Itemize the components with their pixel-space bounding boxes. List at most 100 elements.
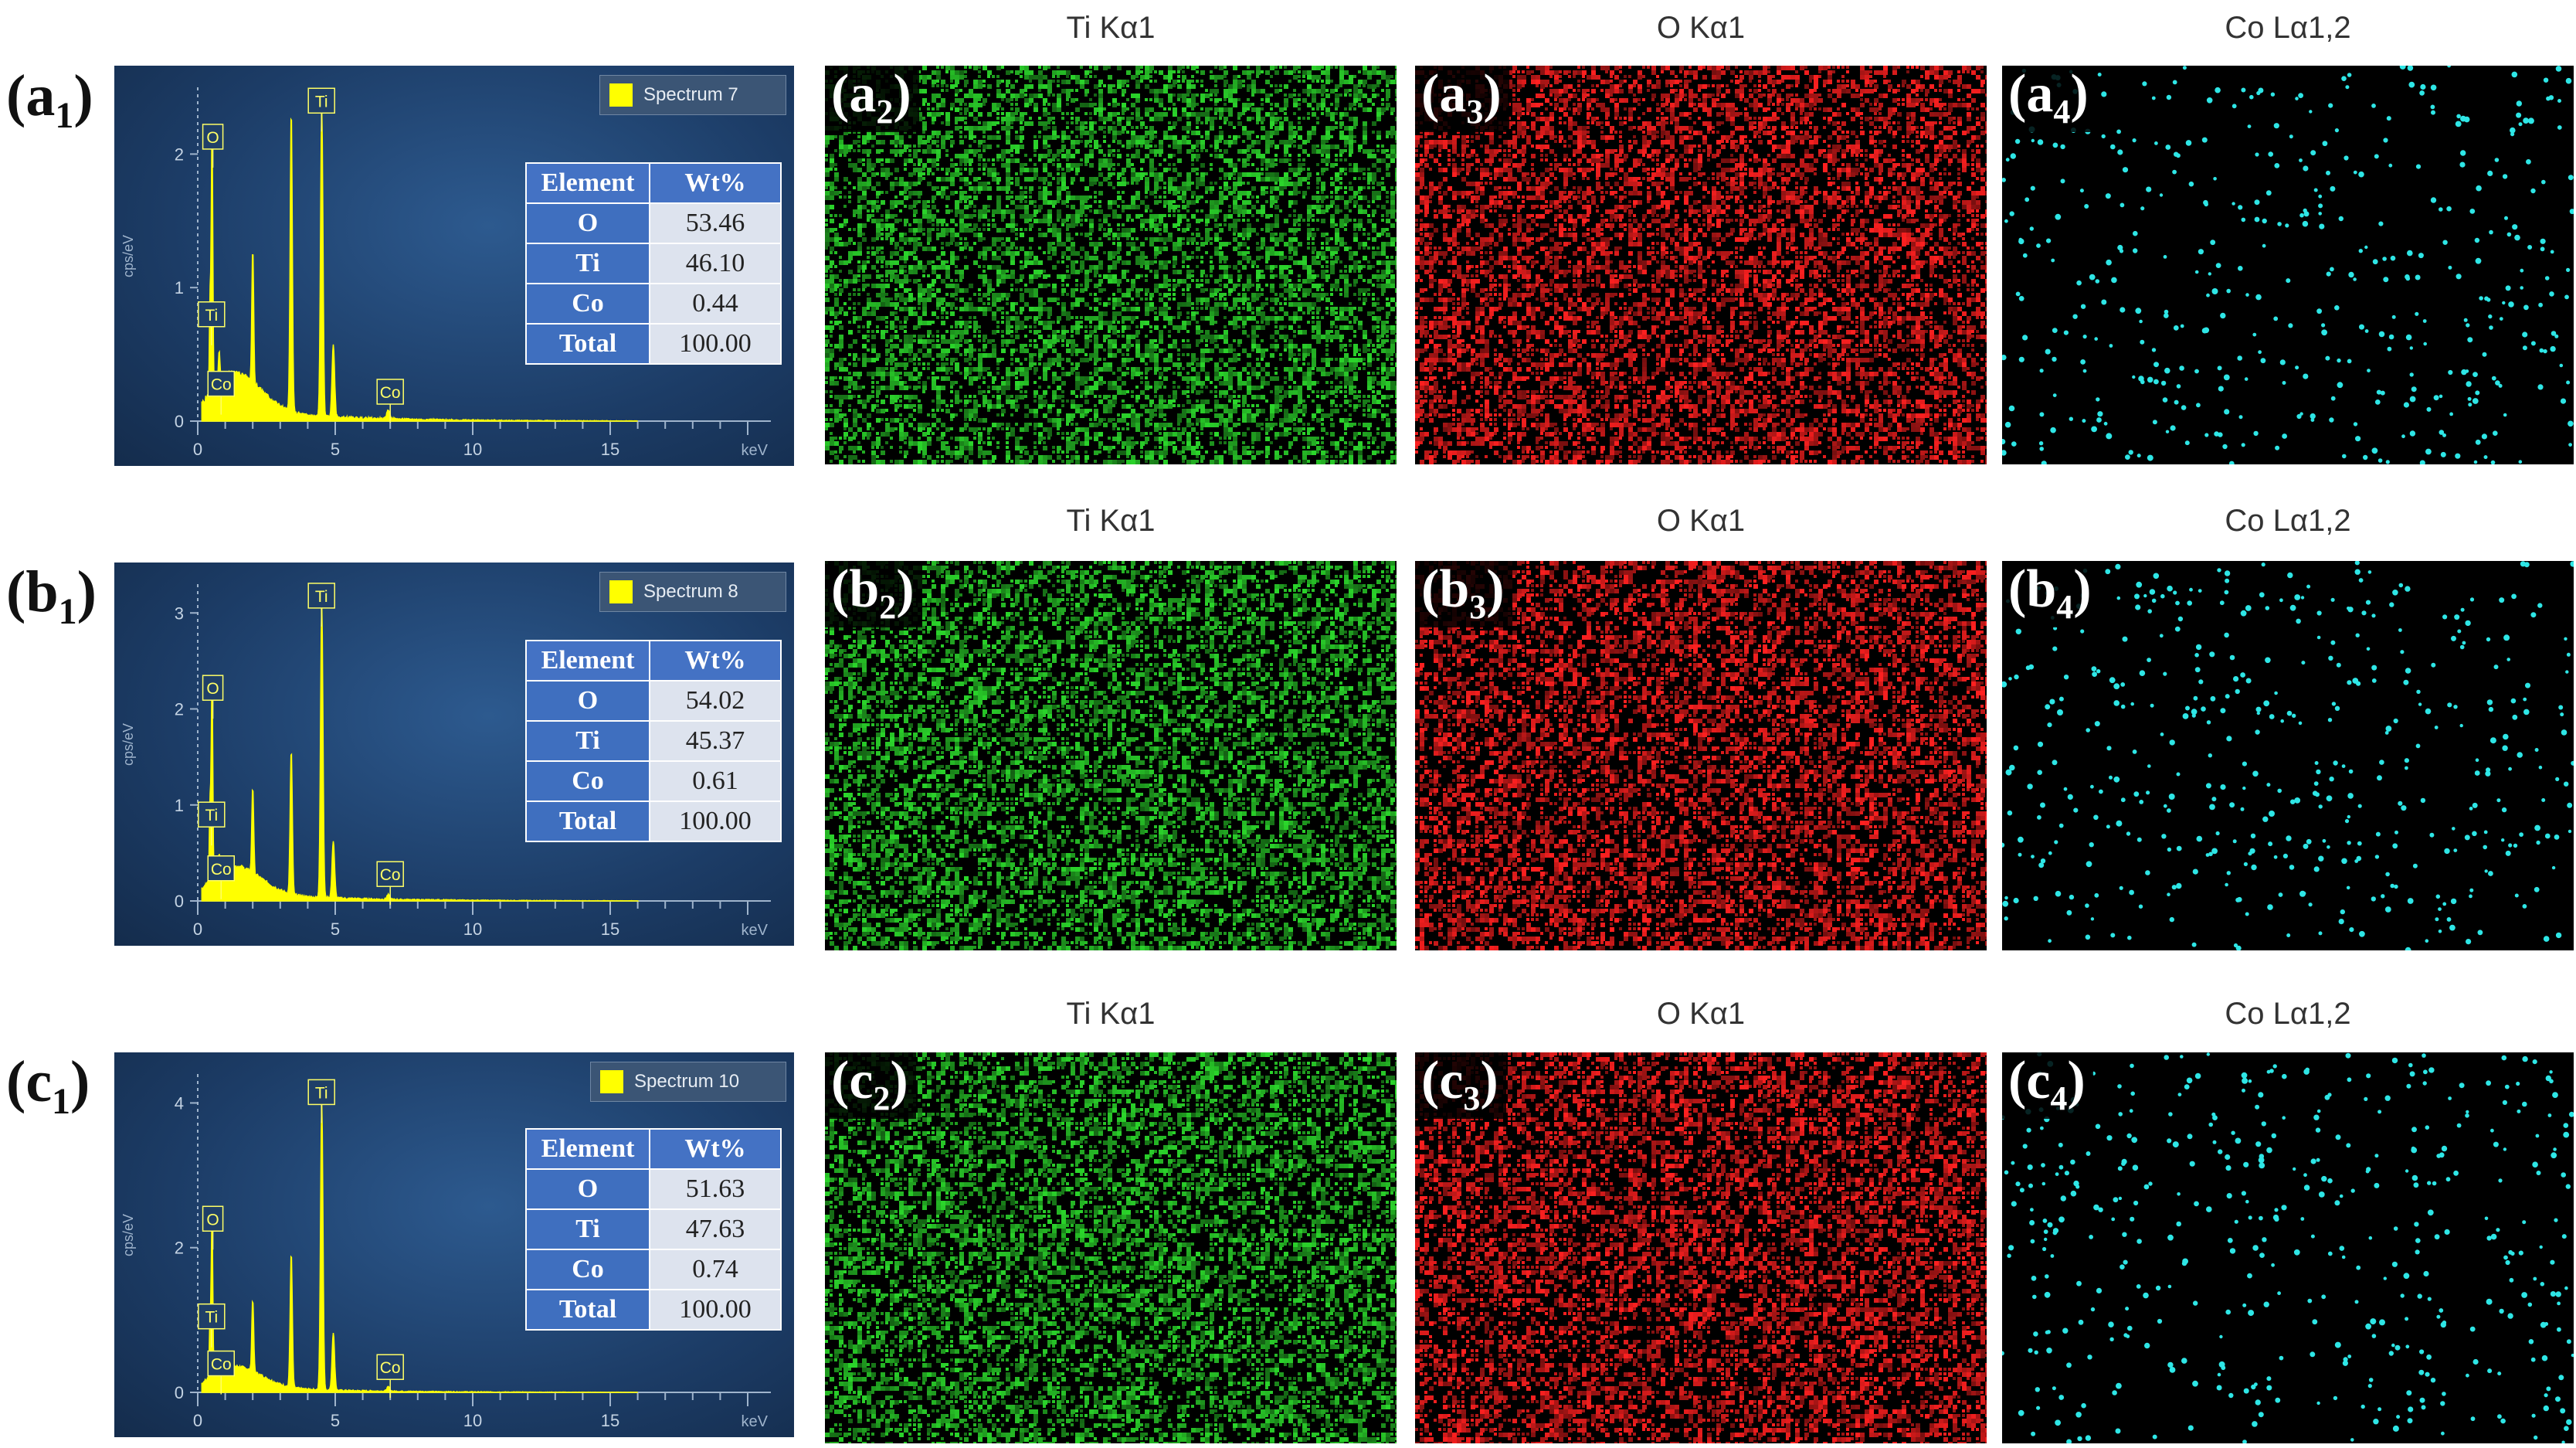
panel-label-a1: (a1)	[6, 66, 93, 134]
map-dot	[2496, 1228, 2500, 1232]
map-dot	[2180, 324, 2184, 328]
map-dot	[2451, 635, 2456, 641]
map-dot	[2270, 92, 2276, 97]
map-dot	[2347, 1355, 2352, 1358]
map-dot	[2455, 453, 2461, 459]
map-dot	[2501, 807, 2507, 813]
map-dot	[2120, 307, 2126, 313]
map-dot	[2439, 207, 2443, 212]
x-tick-label: 0	[193, 919, 202, 939]
table-header: Element	[525, 162, 650, 204]
map-dot	[2225, 1165, 2232, 1171]
map-dot	[2208, 753, 2212, 758]
map-dot	[2172, 169, 2177, 175]
map-dot	[2179, 365, 2184, 371]
map-dot	[2176, 772, 2181, 777]
map-dot	[2089, 1235, 2093, 1239]
map-dot	[2049, 699, 2055, 705]
map-dot	[2009, 764, 2015, 771]
map-dot	[2210, 695, 2216, 702]
peak-label: Ti	[307, 1079, 335, 1123]
map-dot	[2357, 841, 2362, 846]
map-dot	[2220, 708, 2226, 714]
map-dot	[2008, 405, 2015, 412]
map-dot	[2022, 253, 2028, 258]
map-dot	[2389, 602, 2394, 607]
map-dot	[2109, 1337, 2114, 1341]
map-dot	[2522, 345, 2527, 351]
map-dot	[2058, 1216, 2065, 1223]
map-dot	[2328, 655, 2333, 661]
map-dot	[2502, 301, 2506, 305]
map-dot	[2030, 1239, 2035, 1244]
map-dot	[2036, 243, 2041, 248]
map-texture	[825, 1052, 1397, 1443]
map-dot	[2232, 104, 2237, 109]
map-dot	[2258, 1412, 2264, 1418]
map-dot	[2045, 1274, 2049, 1279]
map-dot	[2028, 1183, 2033, 1188]
map-dot	[2347, 814, 2350, 819]
spectrum-series	[201, 1104, 638, 1393]
map-dot	[2050, 1254, 2055, 1258]
map-dot	[2308, 902, 2313, 907]
map-dot	[2336, 662, 2341, 668]
map-dot	[2030, 1208, 2034, 1212]
x-tick-label: 15	[601, 440, 619, 459]
map-dot	[2033, 896, 2038, 901]
map-dot	[2469, 894, 2472, 899]
map-dot	[2211, 848, 2218, 855]
peak-label: Co	[207, 1350, 236, 1395]
map-dot	[2365, 600, 2371, 605]
map-dot	[2282, 381, 2286, 385]
map-dot	[2469, 888, 2474, 892]
map-dot	[2205, 783, 2211, 789]
map-dot	[2326, 170, 2330, 175]
weight-percent-table: Element Wt% O 51.63 Ti 47.63 Co 0.74 Total 10…	[525, 1128, 782, 1331]
map-dot	[2406, 1390, 2412, 1396]
map-dot	[2438, 930, 2442, 933]
map-dot	[2172, 1141, 2179, 1148]
map-dot	[2247, 124, 2252, 128]
map-dot	[2096, 1287, 2103, 1293]
map-dot	[2568, 829, 2572, 834]
map-dot	[2411, 1147, 2418, 1154]
map-dot	[2066, 1362, 2072, 1368]
map-dot	[2136, 454, 2141, 458]
map-dot	[2175, 600, 2180, 606]
map-texture	[1415, 1052, 1987, 1443]
map-dot	[2255, 1141, 2262, 1147]
map-dot	[2167, 1284, 2172, 1289]
map-dot	[2213, 177, 2217, 181]
map-dot	[2058, 696, 2064, 702]
map-dot	[2126, 1133, 2132, 1139]
map-dot	[2405, 586, 2411, 592]
map-dot	[2255, 294, 2262, 301]
map-dot	[2414, 1222, 2419, 1227]
map-dot	[2242, 761, 2247, 766]
map-dot	[2224, 632, 2229, 638]
map-dot	[2125, 1307, 2130, 1311]
map-dot	[2392, 590, 2398, 596]
map-dot	[2416, 689, 2421, 694]
map-dot	[2465, 620, 2471, 627]
map-dot	[2379, 1319, 2385, 1326]
map-dot	[2095, 1123, 2101, 1130]
map-dot	[2526, 159, 2531, 165]
x-tick-label: 0	[193, 1411, 202, 1430]
map-dot	[2245, 912, 2249, 916]
map-dot	[2475, 257, 2482, 264]
map-dot	[2522, 1101, 2527, 1107]
map-dot	[2263, 1301, 2269, 1307]
map-dot	[2409, 430, 2416, 437]
map-dot	[2540, 1321, 2547, 1328]
map-dot	[2229, 802, 2235, 808]
map-dot	[2195, 644, 2202, 651]
map-dot	[2248, 1079, 2252, 1083]
map-dot	[2501, 1055, 2507, 1061]
map-dot	[2243, 862, 2248, 866]
map-dot	[2347, 793, 2354, 799]
map-dot	[2226, 736, 2232, 742]
map-dot	[2368, 1378, 2374, 1382]
